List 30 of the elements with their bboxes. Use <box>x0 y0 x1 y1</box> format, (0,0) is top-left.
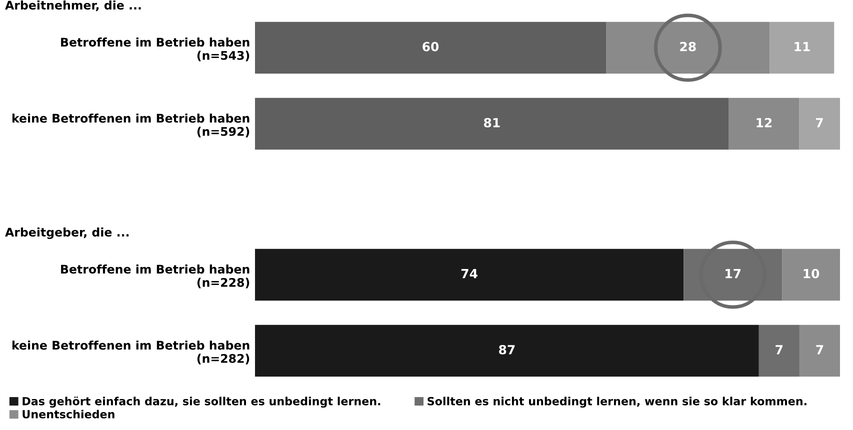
text: Arbeitnehmer, die ... <box>5 0 141 12</box>
legend-label: Unentschieden <box>22 410 114 418</box>
bar <box>255 22 606 74</box>
bar <box>799 324 840 377</box>
y-tick-label: keine Betroffenen im Betrieb haben (n=592) <box>12 114 250 138</box>
data-label: 7 <box>816 118 823 128</box>
bar <box>782 248 840 301</box>
legend-label: Das gehört einfach dazu, sie sollten es unbedingt lernen. <box>22 396 380 408</box>
bar <box>255 248 684 301</box>
y-tick-label: Betroffene im Betrieb haben (n=228) <box>61 264 250 288</box>
data-label: 60 <box>422 42 439 52</box>
data-label: 7 <box>776 345 783 354</box>
data-label: 17 <box>726 269 741 278</box>
bar <box>799 98 840 150</box>
bar <box>728 98 800 150</box>
y-tick-label: keine Betroffenen im Betrieb haben (n=282) <box>12 340 250 364</box>
bar <box>758 324 800 377</box>
data-label: 11 <box>794 42 810 52</box>
legend-label: Sollten es nicht unbedingt lernen, wenn sie so klar kommen. <box>428 396 806 408</box>
y-tick-label: Betroffene im Betrieb haben (n=543) <box>61 38 250 62</box>
text: Arbeitgeber, die ... <box>5 227 129 239</box>
data-label: 10 <box>804 268 820 278</box>
data-label: 74 <box>461 269 478 278</box>
data-label: 87 <box>499 344 515 354</box>
data-label: 7 <box>816 345 824 354</box>
data-label: 12 <box>756 118 772 128</box>
bar <box>770 22 834 74</box>
data-label: 81 <box>484 118 500 128</box>
data-label: 28 <box>680 42 696 52</box>
bar <box>606 22 770 74</box>
